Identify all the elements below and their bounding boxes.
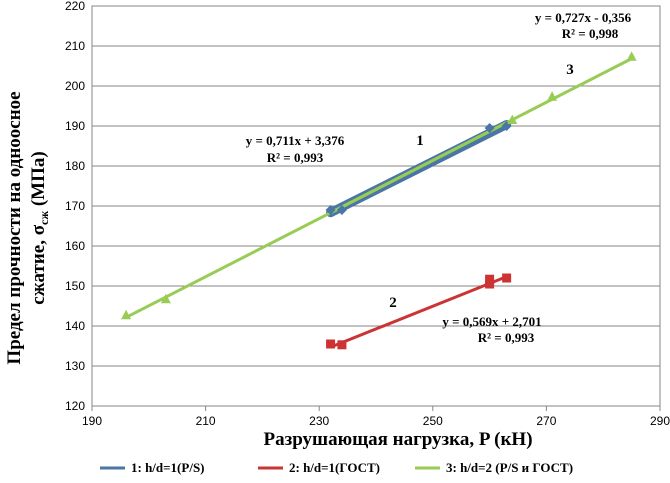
data-point-series-2: [502, 273, 512, 283]
x-axis-title: Разрушающая нагрузка, P (кН): [263, 429, 532, 450]
plot-area-frame: [91, 5, 661, 407]
y-axis-ticks: 120 130 140 150 160 170 180 190 200 210 220: [65, 0, 85, 413]
x-tick-label: 250: [423, 414, 443, 428]
y-axis-title: Предел прочности на одноосное сжатие, σс…: [4, 91, 51, 364]
legend-label-series-2: 2: h/d=1(ГОСТ): [289, 460, 380, 475]
x-tick-label: 290: [650, 414, 670, 428]
y-axis-title-line-2: сжатие, σсж (МПа): [28, 151, 51, 304]
annotations: y = 0,711x + 3,376 R² = 0,993 1 y = 0,569x …: [246, 10, 632, 345]
trendline-series-3-overlay: [329, 121, 508, 215]
data-point-series-1: [484, 123, 495, 133]
trendline-r2-series-3: R² = 0,998: [562, 26, 619, 41]
data-point-series-2: [485, 274, 495, 284]
series-number-label-3: 3: [566, 62, 574, 78]
x-tick-label: 210: [196, 414, 216, 428]
trendline-r2-series-1: R² = 0,993: [267, 150, 324, 165]
trendline-series-2: [330, 275, 508, 349]
data-point-series-3: [507, 114, 518, 124]
y-tick-label: 200: [65, 79, 85, 93]
data-point-series-1: [325, 205, 336, 215]
data-markers: [121, 51, 637, 350]
data-point-series-3: [160, 293, 171, 304]
y-axis-title-suffix: (МПа): [28, 151, 49, 211]
data-point-series-3: [547, 91, 558, 101]
y-tick-label: 220: [65, 0, 85, 13]
data-point-series-1: [336, 205, 347, 215]
y-axis-title-line-1: Предел прочности на одноосное: [4, 91, 25, 364]
legend-label-series-1: 1: h/d=1(P/S): [131, 460, 205, 475]
x-axis-ticks: 190 210 230 250 270 290: [82, 406, 670, 428]
series-number-label-1: 1: [416, 133, 424, 149]
trendline-equation-series-2: y = 0,569x + 2,701: [442, 314, 541, 329]
y-tick-label: 190: [65, 119, 85, 133]
x-tick-label: 230: [309, 414, 329, 428]
series-number-label-2: 2: [389, 295, 397, 311]
x-tick-label: 270: [536, 414, 556, 428]
y-tick-label: 130: [65, 359, 85, 373]
legend-label-series-3: 3: h/d=2 (P/S и ГОСТ): [446, 460, 573, 475]
y-tick-label: 120: [65, 399, 85, 413]
trendlines: [125, 57, 633, 349]
gridlines: [92, 5, 660, 407]
y-tick-label: 170: [65, 199, 85, 213]
legend: 1: h/d=1(P/S) 2: h/d=1(ГОСТ) 3: h/d=2 (P/S…: [100, 460, 573, 475]
trendline-r2-series-2: R² = 0,993: [478, 330, 535, 345]
data-point-series-3: [626, 51, 637, 61]
trendline-equation-series-1: y = 0,711x + 3,376: [246, 133, 345, 148]
y-axis-title-subscript: сж: [37, 211, 51, 225]
y-tick-label: 210: [65, 39, 85, 53]
y-tick-label: 150: [65, 279, 85, 293]
data-point-series-3: [121, 309, 132, 320]
y-tick-label: 180: [65, 159, 85, 173]
y-tick-label: 140: [65, 319, 85, 333]
data-point-series-2: [337, 340, 347, 350]
y-axis-title-prefix: сжатие, σ: [28, 224, 49, 304]
y-tick-label: 160: [65, 239, 85, 253]
data-point-series-2: [326, 339, 336, 349]
trendline-equation-series-3: y = 0,727x - 0,356: [535, 10, 632, 25]
data-point-series-2: [485, 279, 495, 289]
x-tick-label: 190: [82, 414, 102, 428]
